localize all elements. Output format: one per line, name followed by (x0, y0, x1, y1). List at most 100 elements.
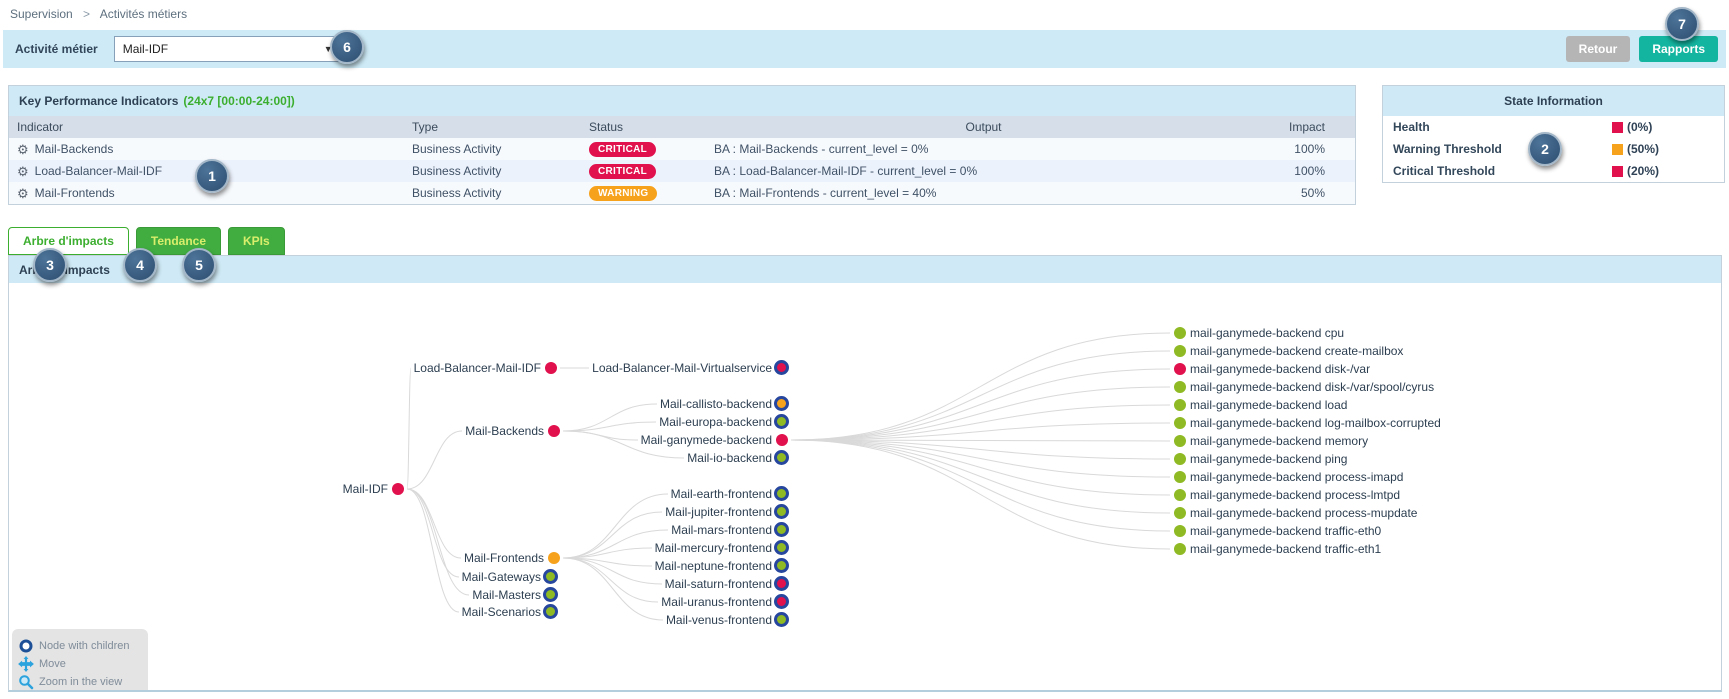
tree-node-label-mail-ganymede-backend-ping[interactable]: mail-ganymede-backend ping (1190, 452, 1348, 466)
tree-node-label-mail-venus-frontend[interactable]: Mail-venus-frontend (665, 613, 772, 627)
tree-node-label-mail-ganymede-backend-disk-var-spool-cyrus[interactable]: mail-ganymede-backend disk-/var/spool/cy… (1190, 380, 1435, 394)
tree-node-circle-mail-callisto-backend[interactable] (774, 396, 789, 411)
kpi-indicator-name[interactable]: Mail-Frontends (34, 186, 115, 200)
col-status: Status (589, 120, 624, 134)
tree-node-label-mail-ganymede-backend[interactable]: Mail-ganymede-backend (640, 433, 772, 447)
state-color-swatch (1612, 121, 1623, 133)
tree-node-circle-mail-ganymede-backend-create-mailbox[interactable] (1174, 345, 1186, 357)
business-activity-select[interactable]: Mail-IDF ▼ (113, 36, 342, 62)
move-icon (18, 656, 34, 672)
retour-button[interactable]: Retour (1565, 36, 1631, 62)
tree-node-label-mail-ganymede-backend-load[interactable]: mail-ganymede-backend load (1190, 398, 1348, 412)
tree-node-circle-mail-ganymede-backend-process-imapd[interactable] (1174, 471, 1186, 483)
tree-node-circle-mail-ganymede-backend-disk-var-spool-cyrus[interactable] (1174, 381, 1186, 393)
tree-node-circle-mail-mercury-frontend[interactable] (774, 540, 789, 555)
breadcrumb-supervision[interactable]: Supervision (10, 7, 73, 21)
tree-node-label-mail-idf[interactable]: Mail-IDF (342, 482, 388, 496)
tree-node-circle-load-balancer-mail-virtualservice[interactable] (774, 360, 789, 375)
tree-node-label-mail-masters[interactable]: Mail-Masters (472, 588, 541, 602)
tab-kpis[interactable]: KPIs (228, 227, 285, 255)
zoom-icon (18, 674, 34, 690)
breadcrumb-activites-metiers[interactable]: Activités métiers (99, 7, 188, 21)
kpi-indicator-name[interactable]: Mail-Backends (34, 142, 114, 156)
tree-node-circle-mail-ganymede-backend-traffic-eth1[interactable] (1174, 543, 1186, 555)
tree-node-circle-mail-masters[interactable] (543, 587, 558, 602)
tree-node-label-mail-ganymede-backend-create-mailbox[interactable]: mail-ganymede-backend create-mailbox (1190, 344, 1404, 358)
tree-node-circle-mail-ganymede-backend-process-mupdate[interactable] (1174, 507, 1186, 519)
tree-node-circle-mail-earth-frontend[interactable] (774, 486, 789, 501)
gear-icon[interactable]: ⚙ (17, 141, 29, 157)
tree-node-label-mail-io-backend[interactable]: Mail-io-backend (687, 451, 772, 465)
kpi-impact: 100% (1294, 164, 1325, 178)
tree-node-circle-mail-ganymede-backend-traffic-eth0[interactable] (1174, 525, 1186, 537)
impact-tree-panel-title: Arbre d'impacts (9, 256, 1721, 283)
tree-node-label-load-balancer-mail-virtualservice[interactable]: Load-Balancer-Mail-Virtualservice (592, 361, 772, 375)
tree-node-circle-mail-idf[interactable] (392, 483, 404, 495)
tree-node-circle-mail-saturn-frontend[interactable] (774, 576, 789, 591)
tree-node-label-mail-callisto-backend[interactable]: Mail-callisto-backend (659, 397, 772, 411)
kpi-row-mail-frontends: ⚙ Mail-Frontends Business Activity WARNING B… (9, 182, 1355, 204)
tree-node-label-mail-earth-frontend[interactable]: Mail-earth-frontend (670, 487, 772, 501)
tree-node-circle-mail-ganymede-backend[interactable] (776, 434, 788, 446)
tree-node-circle-mail-scenarios[interactable] (543, 604, 558, 619)
tree-node-circle-mail-ganymede-backend-memory[interactable] (1174, 435, 1186, 447)
tree-node-label-mail-jupiter-frontend[interactable]: Mail-jupiter-frontend (665, 505, 772, 519)
tab-tendance[interactable]: Tendance (135, 227, 222, 255)
tree-node-circle-mail-backends[interactable] (548, 425, 560, 437)
tree-node-label-mail-ganymede-backend-process-mupdate[interactable]: mail-ganymede-backend process-mupdate (1190, 506, 1418, 520)
gear-icon[interactable]: ⚙ (17, 163, 29, 179)
kpi-title-text: Key Performance Indicators (19, 94, 179, 108)
tree-node-label-mail-ganymede-backend-traffic-eth1[interactable]: mail-ganymede-backend traffic-eth1 (1190, 542, 1382, 556)
tree-node-label-mail-saturn-frontend[interactable]: Mail-saturn-frontend (664, 577, 772, 591)
tree-node-circle-mail-gateways[interactable] (543, 569, 558, 584)
tree-node-label-mail-ganymede-backend-process-lmtpd[interactable]: mail-ganymede-backend process-lmtpd (1190, 488, 1401, 502)
tree-node-circle-mail-ganymede-backend-disk-var[interactable] (1174, 363, 1186, 375)
tree-node-label-mail-uranus-frontend[interactable]: Mail-uranus-frontend (661, 595, 772, 609)
tree-node-label-mail-ganymede-backend-disk-var[interactable]: mail-ganymede-backend disk-/var (1190, 362, 1371, 376)
kpi-impact: 100% (1294, 142, 1325, 156)
gear-icon[interactable]: ⚙ (17, 185, 29, 201)
kpi-table-body: ⚙ Mail-Backends Business Activity CRITICAL B… (9, 138, 1355, 204)
tree-node-circle-mail-frontends[interactable] (548, 552, 560, 564)
kpi-type: Business Activity (412, 186, 502, 200)
toolbar-buttons: Retour Rapports (1565, 36, 1718, 62)
tree-node-label-mail-mercury-frontend[interactable]: Mail-mercury-frontend (654, 541, 772, 555)
tree-node-circle-mail-uranus-frontend[interactable] (774, 594, 789, 609)
tree-node-label-mail-frontends[interactable]: Mail-Frontends (463, 551, 544, 565)
status-badge: CRITICAL (589, 142, 657, 157)
kpi-row-load-balancer-mail-idf: ⚙ Load-Balancer-Mail-IDF Business Activity… (9, 160, 1355, 182)
tree-node-circle-mail-europa-backend[interactable] (774, 414, 789, 429)
tree-node-circle-mail-ganymede-backend-ping[interactable] (1174, 453, 1186, 465)
impact-tree-canvas[interactable]: Node with children Move Zoom in the view M… (9, 283, 1721, 690)
tree-node-circle-mail-venus-frontend[interactable] (774, 612, 789, 627)
rapports-button[interactable]: Rapports (1639, 36, 1718, 62)
tree-node-label-mail-backends[interactable]: Mail-Backends (465, 424, 544, 438)
tree-node-label-mail-neptune-frontend[interactable]: Mail-neptune-frontend (654, 559, 772, 573)
tree-node-label-mail-ganymede-backend-cpu[interactable]: mail-ganymede-backend cpu (1190, 326, 1345, 340)
tree-node-label-mail-ganymede-backend-log-mailbox-corrupted[interactable]: mail-ganymede-backend log-mailbox-corrup… (1190, 416, 1441, 430)
tree-node-label-load-balancer-mail-idf[interactable]: Load-Balancer-Mail-IDF (413, 361, 541, 375)
tree-node-label-mail-ganymede-backend-memory[interactable]: mail-ganymede-backend memory (1190, 434, 1369, 448)
tree-node-circle-mail-neptune-frontend[interactable] (774, 558, 789, 573)
tree-node-label-mail-gateways[interactable]: Mail-Gateways (461, 570, 541, 584)
callout-badge-2: 2 (1528, 132, 1562, 166)
node-with-children-icon (18, 638, 34, 654)
tree-node-circle-mail-ganymede-backend-cpu[interactable] (1174, 327, 1186, 339)
tree-node-circle-mail-ganymede-backend-load[interactable] (1174, 399, 1186, 411)
tree-node-circle-mail-mars-frontend[interactable] (774, 522, 789, 537)
state-value: (20%) (1627, 164, 1660, 178)
tree-node-label-mail-mars-frontend[interactable]: Mail-mars-frontend (671, 523, 772, 537)
tree-node-circle-mail-ganymede-backend-process-lmtpd[interactable] (1174, 489, 1186, 501)
kpi-output: BA : Mail-Backends - current_level = 0% (714, 142, 929, 156)
tab-arbre-d-impacts[interactable]: Arbre d'impacts (8, 227, 129, 255)
tree-node-circle-mail-jupiter-frontend[interactable] (774, 504, 789, 519)
tree-node-circle-load-balancer-mail-idf[interactable] (545, 362, 557, 374)
tree-node-label-mail-ganymede-backend-process-imapd[interactable]: mail-ganymede-backend process-imapd (1190, 470, 1404, 484)
tree-node-label-mail-europa-backend[interactable]: Mail-europa-backend (659, 415, 772, 429)
kpi-output: BA : Mail-Frontends - current_level = 40… (714, 186, 937, 200)
tree-node-circle-mail-ganymede-backend-log-mailbox-corrupted[interactable] (1174, 417, 1186, 429)
tree-node-label-mail-scenarios[interactable]: Mail-Scenarios (461, 605, 541, 619)
kpi-indicator-name[interactable]: Load-Balancer-Mail-IDF (34, 164, 163, 178)
tree-node-circle-mail-io-backend[interactable] (774, 450, 789, 465)
tree-node-label-mail-ganymede-backend-traffic-eth0[interactable]: mail-ganymede-backend traffic-eth0 (1190, 524, 1382, 538)
